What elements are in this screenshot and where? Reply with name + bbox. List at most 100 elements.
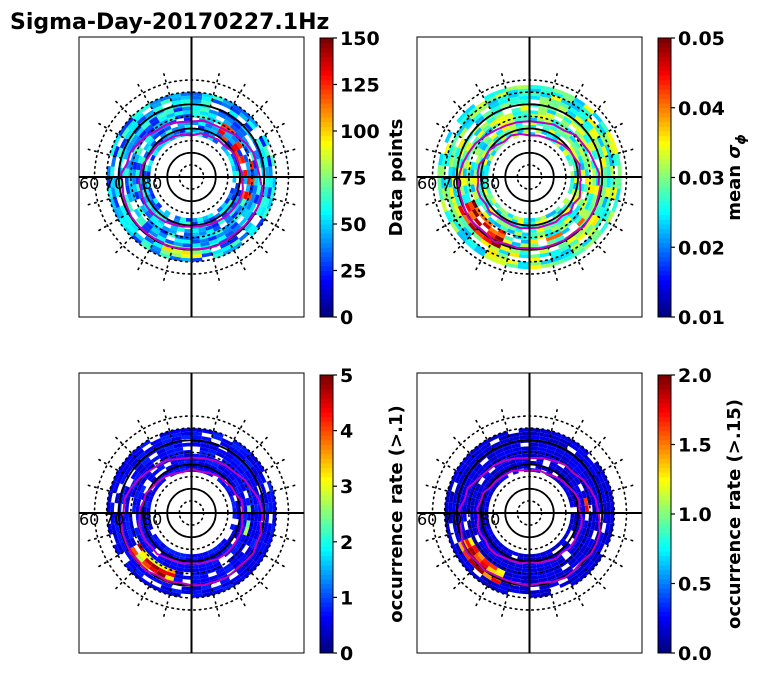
- dotted-spoke: [580, 563, 608, 591]
- heatmap-bin: [498, 584, 510, 592]
- heatmap-bin: [545, 235, 556, 242]
- heatmap-bin: [563, 91, 576, 101]
- heatmap-bin: [529, 593, 541, 598]
- heatmap-bin: [441, 154, 448, 166]
- heatmap-bin: [499, 561, 509, 568]
- heatmap-bin: [565, 154, 571, 162]
- colorbar-segment: [658, 555, 671, 561]
- heatmap-bin: [506, 258, 519, 265]
- heatmap-bin: [529, 568, 538, 573]
- heatmap-bin: [503, 464, 511, 471]
- heatmap-bin: [222, 583, 234, 592]
- heatmap-bin: [597, 532, 605, 543]
- heatmap-bin: [191, 431, 203, 437]
- heatmap-bin: [457, 205, 466, 216]
- dotted-spoke: [423, 483, 461, 495]
- heatmap-bin: [499, 245, 511, 252]
- heatmap-bin: [469, 445, 481, 456]
- heatmap-bin: [161, 212, 170, 220]
- heatmap-bin: [490, 132, 498, 141]
- heatmap-bin: [255, 461, 266, 473]
- colorbar-segment: [658, 560, 671, 566]
- heatmap-bin: [143, 195, 150, 204]
- colorbar-segment: [658, 458, 671, 464]
- heatmap-bin: [222, 98, 234, 107]
- heatmap-bin: [221, 244, 233, 253]
- heatmap-bin: [107, 187, 114, 199]
- heatmap-bin: [132, 505, 137, 513]
- colorbar-segment: [320, 200, 333, 206]
- dotted-spoke: [434, 212, 468, 233]
- heatmap-bin: [269, 155, 276, 167]
- dotted-spoke: [591, 121, 625, 142]
- colorbar-segment: [658, 298, 671, 304]
- heatmap-bin: [561, 540, 568, 548]
- heatmap-bin: [554, 141, 562, 148]
- heatmap-bin: [540, 551, 547, 557]
- heatmap-bin: [538, 443, 548, 449]
- heatmap-bin: [484, 152, 491, 160]
- heatmap-bin: [587, 538, 595, 549]
- heatmap-bin: [592, 111, 603, 124]
- heatmap-bin: [518, 253, 530, 259]
- heatmap-bin: [135, 553, 145, 563]
- heatmap-bin: [212, 588, 224, 595]
- heatmap-bin: [159, 141, 167, 148]
- heatmap-bin: [495, 128, 504, 136]
- heatmap-bin: [223, 213, 231, 222]
- colorbar-segment: [320, 564, 333, 571]
- colorbar-segment: [320, 65, 333, 72]
- heatmap-bin: [451, 197, 458, 209]
- colorbar-segment: [658, 84, 671, 90]
- heatmap-bin: [164, 238, 175, 245]
- heatmap-bin: [266, 155, 273, 167]
- heatmap-bin: [146, 177, 151, 183]
- colorbar-segment: [658, 93, 671, 99]
- heatmap-bin: [576, 217, 586, 227]
- heatmap-bin: [223, 468, 231, 477]
- heatmap-bin: [114, 186, 121, 198]
- heatmap-bin: [576, 463, 586, 473]
- heatmap-bin: [561, 455, 571, 463]
- colorbar-segment: [320, 592, 333, 598]
- heatmap-bin: [486, 523, 492, 531]
- heatmap-bin: [486, 187, 492, 195]
- heatmap-bin: [486, 229, 497, 238]
- heatmap-bin: [584, 560, 594, 571]
- heatmap-bin: [171, 126, 179, 133]
- heatmap-bin: [464, 239, 476, 251]
- lat-label: 60: [79, 174, 99, 193]
- heatmap-bin: [477, 439, 489, 449]
- heatmap-bin: [229, 145, 237, 153]
- heatmap-bin: [502, 445, 513, 452]
- heatmap-bin: [246, 224, 256, 235]
- heatmap-bin: [587, 477, 595, 488]
- heatmap-bin: [465, 455, 475, 466]
- heatmap-bin: [236, 465, 245, 475]
- colorbar-label-subscript: ϕ: [734, 134, 749, 144]
- heatmap-bin: [110, 513, 115, 524]
- heatmap-bin: [455, 553, 466, 565]
- heatmap-bin: [131, 109, 143, 120]
- heatmap-bin: [180, 589, 192, 595]
- lat-label: 70: [104, 174, 124, 193]
- heatmap-bin: [494, 570, 504, 578]
- heatmap-bin: [179, 552, 187, 558]
- heatmap-bin: [165, 464, 173, 471]
- heatmap-bin: [129, 222, 140, 232]
- heatmap-bin: [161, 245, 173, 252]
- heatmap-bin: [502, 545, 509, 552]
- heatmap-bin: [248, 226, 259, 238]
- lat-label: 70: [104, 510, 124, 529]
- heatmap-bin: [462, 168, 467, 177]
- heatmap-bin: [551, 91, 564, 99]
- heatmap-bin: [123, 150, 130, 160]
- heatmap-bin: [520, 446, 530, 451]
- heatmap-bin: [191, 99, 202, 104]
- heatmap-bin: [263, 145, 270, 157]
- heatmap-bin: [219, 577, 231, 585]
- heatmap-bin: [508, 251, 520, 258]
- heatmap-bin: [202, 591, 214, 598]
- heatmap-bin: [204, 225, 213, 231]
